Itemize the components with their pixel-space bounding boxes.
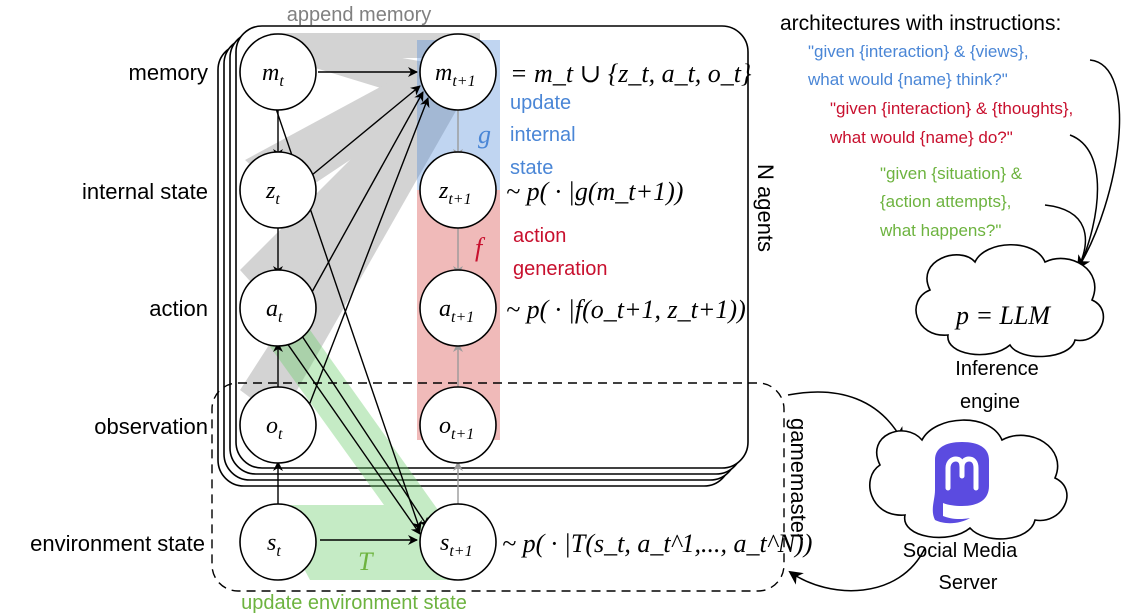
memory-equation: = m_t ∪ {z_t, a_t, o_t} <box>510 59 752 88</box>
row-label-memory: memory <box>129 60 208 85</box>
T-label: T <box>358 547 374 576</box>
green-prompt-1: "given {situation} & <box>880 164 1023 183</box>
env-equation: ~ p( · |T(s_t, a_t^1,..., a_t^N)) <box>502 529 812 558</box>
f-label: f <box>475 233 486 262</box>
inference-label-1: Inference <box>955 358 1038 380</box>
architectures-title: architectures with instructions: <box>780 12 1061 35</box>
gamemaster-label: gamemaster <box>786 418 811 540</box>
llm-cloud: p = LLM <box>915 244 1104 358</box>
svg-text:ot+1: ot+1 <box>439 413 474 443</box>
svg-text:ot: ot <box>266 413 283 443</box>
prompt-arrows <box>787 59 1121 592</box>
row-label-action: action <box>149 296 208 321</box>
node-o-t: ot <box>239 386 317 464</box>
llm-label: p = LLM <box>954 301 1051 330</box>
update-label-1: update <box>510 92 571 114</box>
node-z-t: zt <box>239 151 317 229</box>
node-a-t: at <box>239 269 317 347</box>
g-label: g <box>478 120 491 149</box>
node-z-t1: zt+1 <box>419 151 497 229</box>
action-equation: ~ p( · |f(o_t+1, z_t+1)) <box>506 295 746 324</box>
append-memory-label: append memory <box>287 4 432 26</box>
node-a-t1: at+1 <box>419 269 497 347</box>
action-gen-label-2: generation <box>513 258 608 280</box>
mastodon-logo-icon <box>932 442 989 524</box>
svg-text:st+1: st+1 <box>440 530 473 560</box>
gamemaster-box <box>211 382 785 592</box>
inference-label-2: engine <box>960 391 1020 413</box>
node-s-t1: st+1 <box>419 503 497 581</box>
red-prompt-2: what would {name} do?" <box>829 128 1013 147</box>
blue-prompt-1: "given {interaction} & {views}, <box>808 42 1029 61</box>
row-label-observation: observation <box>94 414 208 439</box>
state-equation: ~ p( · |g(m_t+1)) <box>506 177 683 206</box>
row-label-environment-state: environment state <box>30 531 205 556</box>
update-label-2: internal <box>510 124 576 146</box>
update-label-3: state <box>510 157 553 179</box>
svg-text:at+1: at+1 <box>439 296 474 326</box>
node-o-t1: ot+1 <box>419 386 497 464</box>
node-s-t: st <box>239 503 317 581</box>
green-prompt-2: {action attempts}, <box>880 192 1011 211</box>
social-media-label-1: Social Media <box>903 540 1018 562</box>
svg-text:mt+1: mt+1 <box>435 60 476 90</box>
svg-text:mt: mt <box>262 60 284 90</box>
edges <box>249 55 430 545</box>
svg-text:at: at <box>266 296 283 326</box>
node-m-t1: mt+1 <box>419 33 497 111</box>
red-prompt-1: "given {interaction} & {thoughts}, <box>830 99 1073 118</box>
row-label-internal-state: internal state <box>82 179 208 204</box>
svg-text:st: st <box>267 530 281 560</box>
social-media-cloud <box>869 419 1068 540</box>
svg-text:zt: zt <box>265 178 280 208</box>
svg-text:zt+1: zt+1 <box>438 178 472 208</box>
social-media-label-2: Server <box>939 572 998 594</box>
update-env-label: update environment state <box>241 592 467 614</box>
action-gen-label-1: action <box>513 225 566 247</box>
agent-stack <box>217 25 749 487</box>
green-prompt-3: what happens?" <box>879 221 1001 240</box>
blue-prompt-2: what would {name} think?" <box>807 70 1008 89</box>
node-m-t: mt <box>239 33 317 111</box>
n-agents-label: N agents <box>753 164 778 252</box>
